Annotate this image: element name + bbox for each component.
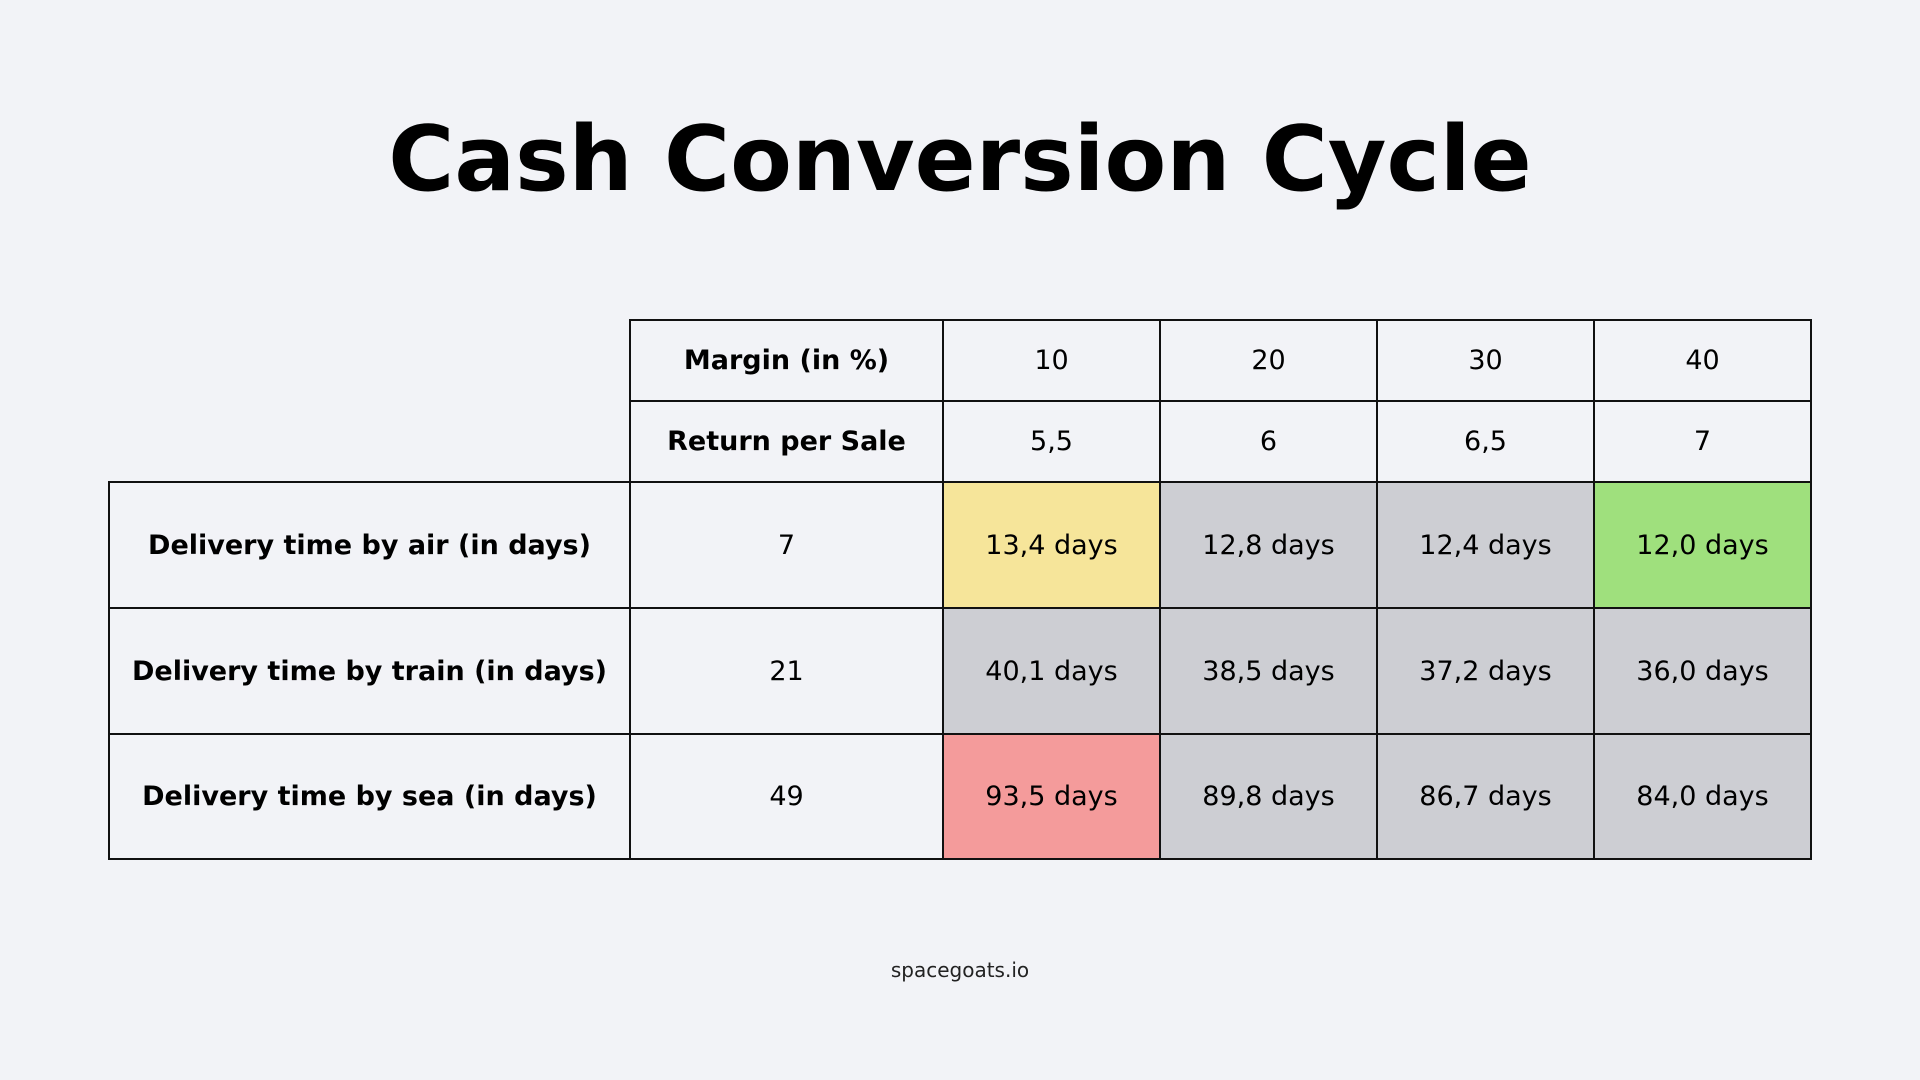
- header-label-margin: Margin (in %): [629, 319, 944, 402]
- header-value-cell: 10: [942, 319, 1161, 402]
- data-cell: 38,5 days: [1159, 607, 1378, 735]
- header-value-cell: 40: [1593, 319, 1812, 402]
- data-cell: 93,5 days: [942, 733, 1161, 860]
- row-base-train: 21: [629, 607, 944, 735]
- footer-brand: spacegoats.io: [890, 958, 1030, 982]
- header-value-cell: 6: [1159, 400, 1378, 483]
- header-value-cell: 6,5: [1376, 400, 1595, 483]
- row-base-sea: 49: [629, 733, 944, 860]
- data-cell: 89,8 days: [1159, 733, 1378, 860]
- row-label-air: Delivery time by air (in days): [108, 481, 631, 609]
- data-cell: 40,1 days: [942, 607, 1161, 735]
- header-label-return: Return per Sale: [629, 400, 944, 483]
- data-cell: 37,2 days: [1376, 607, 1595, 735]
- header-value-cell: 30: [1376, 319, 1595, 402]
- header-value-cell: 5,5: [942, 400, 1161, 483]
- row-label-sea: Delivery time by sea (in days): [108, 733, 631, 860]
- data-cell: 13,4 days: [942, 481, 1161, 609]
- data-cell: 36,0 days: [1593, 607, 1812, 735]
- data-cell: 12,4 days: [1376, 481, 1595, 609]
- header-value-cell: 20: [1159, 319, 1378, 402]
- page-title: Cash Conversion Cycle: [388, 107, 1532, 212]
- data-cell: 86,7 days: [1376, 733, 1595, 860]
- row-label-train: Delivery time by train (in days): [108, 607, 631, 735]
- data-cell: 12,8 days: [1159, 481, 1378, 609]
- row-base-air: 7: [629, 481, 944, 609]
- header-value-cell: 7: [1593, 400, 1812, 483]
- data-cell: 84,0 days: [1593, 733, 1812, 860]
- data-cell: 12,0 days: [1593, 481, 1812, 609]
